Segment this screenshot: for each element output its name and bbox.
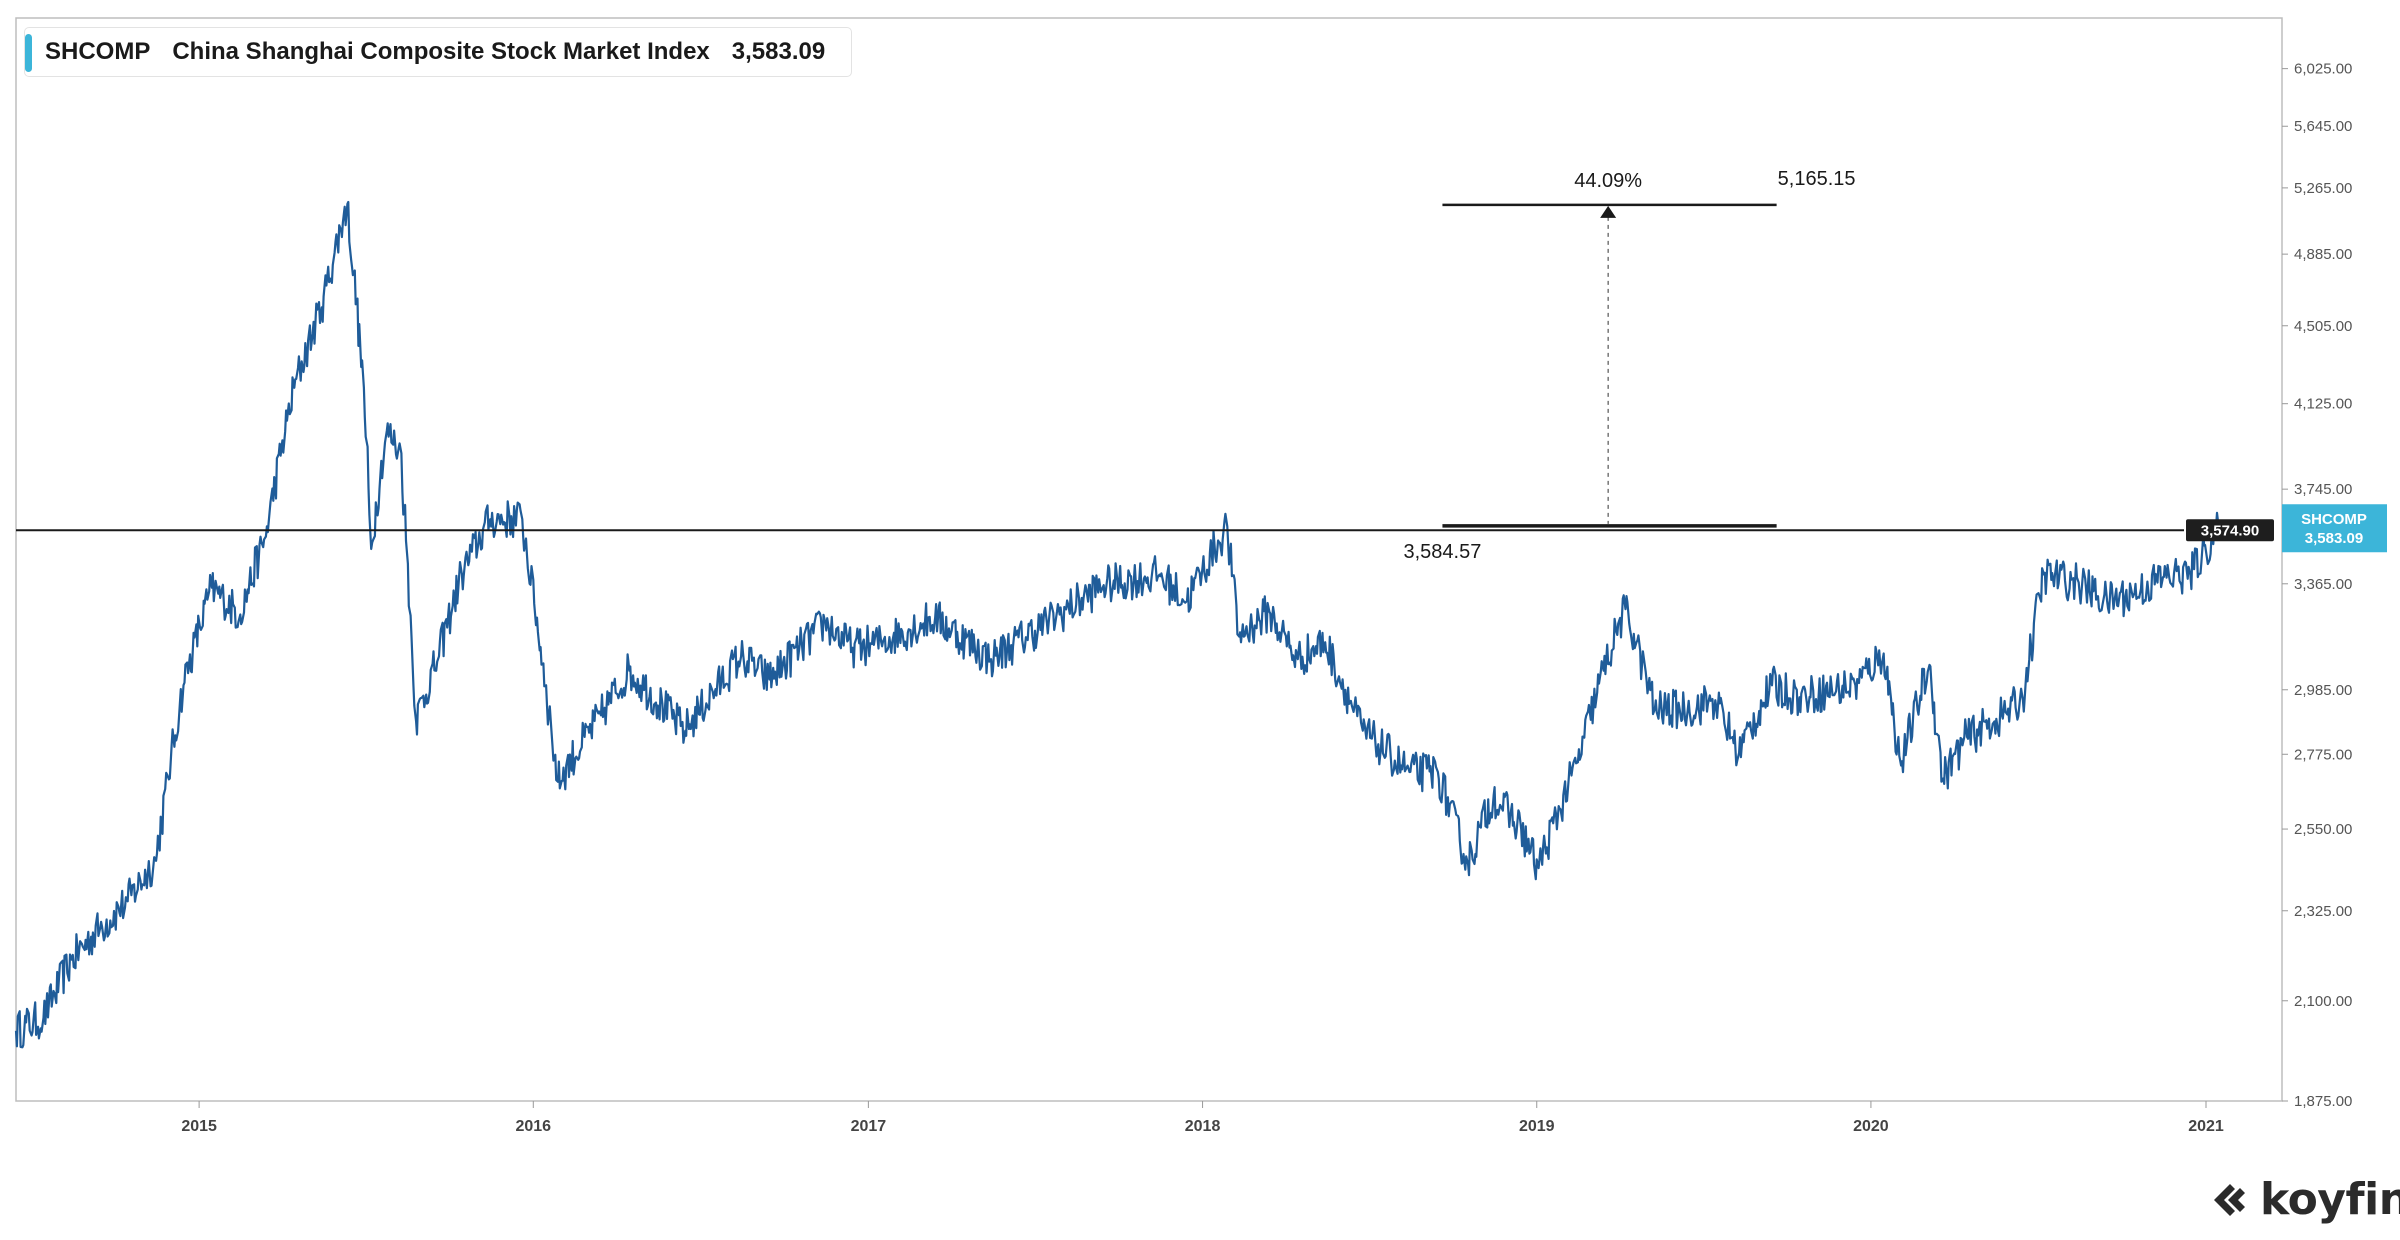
price-tag-ticker: SHCOMP (2301, 511, 2367, 528)
hline-value-label: 3,574.90 (2201, 522, 2259, 539)
measure-percent-label: 44.09% (1574, 170, 1642, 192)
y-tick-label: 2,550.00 (2294, 821, 2352, 838)
measure-bottom-value-label: 3,584.57 (1404, 541, 1482, 563)
y-tick-label: 2,985.00 (2294, 682, 2352, 699)
x-tick-label: 2019 (1519, 1118, 1555, 1135)
x-tick-label: 2017 (851, 1118, 887, 1135)
measure-top-value-label: 5,165.15 (1778, 168, 1856, 190)
legend-accent-bar (25, 34, 32, 72)
plot-frame (15, 17, 2283, 1102)
y-tick-label: 6,025.00 (2294, 61, 2352, 78)
y-tick-label: 1,875.00 (2294, 1093, 2352, 1110)
series-line-shcomp (14, 200, 2220, 1049)
legend[interactable]: SHCOMP China Shanghai Composite Stock Ma… (24, 27, 853, 77)
x-tick-label: 2020 (1853, 1118, 1889, 1135)
x-axis: 2015 2016 2017 2018 2019 2020 2021 (181, 1101, 2224, 1135)
legend-name: China Shanghai Composite Stock Market In… (172, 38, 710, 65)
y-tick-label: 2,100.00 (2294, 993, 2352, 1010)
x-tick-label: 2016 (515, 1118, 551, 1135)
y-tick-label: 4,505.00 (2294, 318, 2352, 335)
y-tick-label: 2,325.00 (2294, 903, 2352, 920)
hline-value-tag: 3,574.90 (2186, 519, 2274, 542)
legend-ticker: SHCOMP (45, 38, 151, 65)
measure-arrow-icon (1600, 205, 1617, 218)
koyfin-logo: koyfin (2208, 1174, 2400, 1225)
x-tick-label: 2015 (181, 1118, 217, 1135)
y-tick-label: 4,885.00 (2294, 246, 2352, 263)
y-tick-label: 3,365.00 (2294, 576, 2352, 593)
y-tick-label: 5,645.00 (2294, 118, 2352, 135)
y-axis: 1,875.00 2,100.00 2,325.00 2,550.00 2,775.00… (2282, 61, 2352, 1110)
legend-value: 3,583.09 (731, 38, 826, 65)
measure-tool[interactable]: 44.09% 5,165.15 3,584.57 (1404, 168, 1856, 563)
x-tick-label: 2021 (2188, 1118, 2224, 1135)
koyfin-logo-text: koyfin (2260, 1174, 2400, 1225)
y-tick-label: 4,125.00 (2294, 396, 2352, 413)
koyfin-logo-icon (2214, 1183, 2245, 1216)
y-tick-label: 3,745.00 (2294, 481, 2352, 498)
price-tag: SHCOMP 3,583.09 (2282, 504, 2387, 553)
y-tick-label: 2,775.00 (2294, 746, 2352, 763)
price-tag-value: 3,583.09 (2305, 530, 2363, 547)
y-tick-label: 5,265.00 (2294, 180, 2352, 197)
x-tick-label: 2018 (1185, 1118, 1221, 1135)
